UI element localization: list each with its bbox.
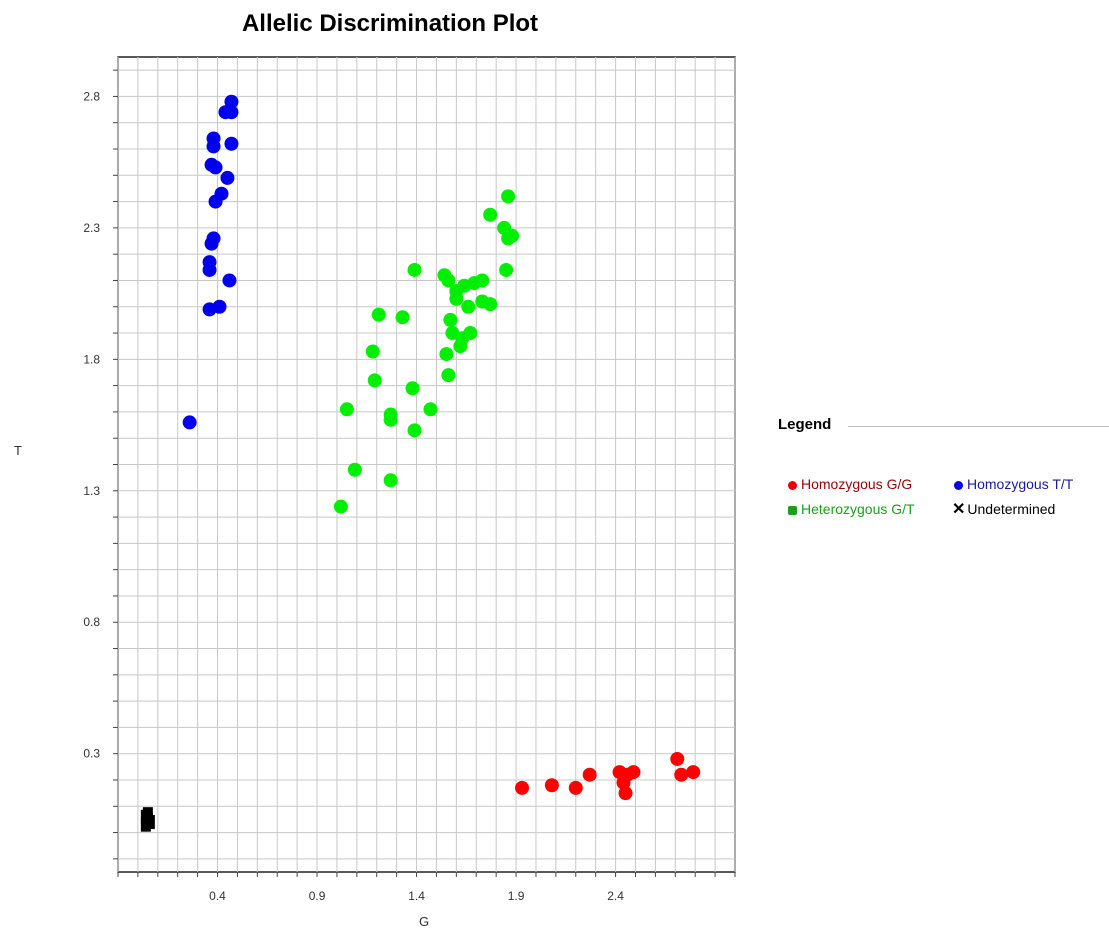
legend: Legend Homozygous G/G Homozygous T/T Het… [772,410,1109,530]
data-point [568,780,583,795]
legend-item-homozygous-tt: Homozygous T/T [954,476,1073,492]
data-point [453,339,468,354]
data-point [383,473,398,488]
data-point [182,415,197,430]
data-point [365,344,380,359]
legend-item-heterozygous-gt: Heterozygous G/T [788,501,915,517]
x-tick-label: 1.9 [508,889,525,903]
red-dot-icon [788,480,797,490]
data-point [208,194,223,209]
data-point [674,767,689,782]
chart-title: Allelic Discrimination Plot [241,10,539,37]
data-point [483,297,498,312]
data-point [222,273,237,288]
data-point [626,765,641,780]
data-point [475,273,490,288]
x-axis: 0.4 0.9 1.4 1.9 2.4 [117,872,736,903]
data-point [449,291,464,306]
data-point [443,312,458,327]
y-tick-label: 1.8 [83,352,100,366]
x-tick-label: 2.4 [607,889,624,903]
data-point [439,347,454,362]
x-axis-label: G [419,914,429,929]
undetermined-point [140,809,151,824]
x-tick-label: 1.4 [408,889,425,903]
data-point [618,786,633,801]
data-point [463,326,478,341]
series-undetermined [140,807,155,832]
data-point [208,160,223,175]
series-homozygous-t-t [182,94,239,430]
data-point [339,402,354,417]
data-point [441,368,456,383]
data-point [505,228,520,243]
scatter-plot: 0.4 0.9 1.4 1.9 2.4 0.3 0.8 1.3 1.8 2.3 2.8 G T [14,56,736,929]
y-tick-label: 1.3 [83,484,100,498]
data-point [441,273,456,288]
data-point [515,780,530,795]
data-point [333,499,348,514]
green-dot-icon [788,505,797,515]
data-point [423,402,438,417]
legend-divider [848,426,1109,427]
legend-label: Homozygous T/T [967,476,1074,492]
legend-item-undetermined: ✕ Undetermined [952,501,1056,519]
data-point [212,299,227,314]
legend-label: Undetermined [967,501,1056,517]
data-point [202,262,217,277]
data-point [224,105,239,120]
x-tick-label: 0.9 [309,889,326,903]
data-point [405,381,420,396]
data-point [204,236,219,251]
y-tick-label: 0.8 [83,615,100,629]
series-heterozygous-g-t [333,189,520,514]
legend-label: Homozygous G/G [801,476,913,492]
data-point [206,139,221,154]
data-point [501,189,516,204]
y-tick-label: 2.8 [83,89,100,103]
x-tick-label: 0.4 [209,889,226,903]
blue-dot-icon [954,480,963,490]
data-point [383,412,398,427]
y-tick-label: 2.3 [83,221,100,235]
data-point [224,136,239,151]
data-point [224,94,239,109]
x-mark-icon: ✕ [952,501,966,519]
legend-title: Legend [778,416,836,433]
data-point [407,423,422,438]
data-point [395,310,410,325]
data-point [461,299,476,314]
y-axis-label: T [14,443,22,458]
data-points [140,94,701,832]
series-homozygous-g-g [515,751,701,801]
data-point [544,778,559,793]
data-point [220,170,235,185]
data-point [347,462,362,477]
y-tick-label: 0.3 [83,747,100,761]
data-point [686,765,701,780]
data-point [499,262,514,277]
data-point [367,373,382,388]
legend-label: Heterozygous G/T [801,501,915,517]
data-point [670,751,685,766]
data-point [483,207,498,222]
y-axis: 0.3 0.8 1.3 1.8 2.3 2.8 [83,69,118,860]
data-point [407,262,422,277]
data-point [582,767,597,782]
legend-item-homozygous-gg: Homozygous G/G [788,476,912,492]
data-point [371,307,386,322]
